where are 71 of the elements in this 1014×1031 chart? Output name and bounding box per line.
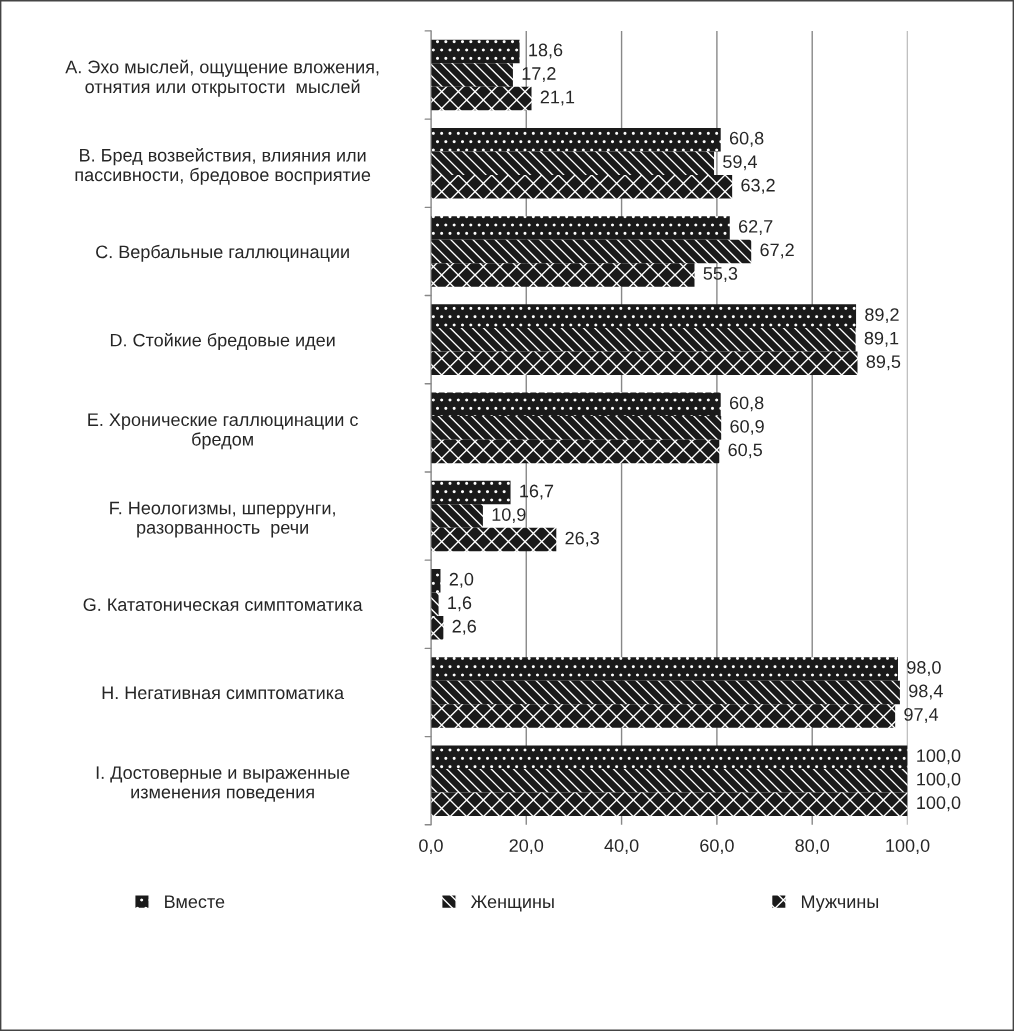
y-tick-label: D. Стойкие бредовые идеи — [110, 332, 335, 351]
data-label: 18,6 — [529, 43, 563, 59]
data-label: 67,2 — [760, 243, 794, 259]
bar — [430, 151, 715, 175]
bar — [430, 263, 695, 287]
x-tick-label: 100,0 — [886, 839, 930, 855]
bar — [430, 704, 896, 728]
data-label: 60,9 — [730, 419, 764, 435]
data-label: 97,4 — [904, 708, 939, 723]
bar — [430, 175, 733, 199]
data-label: 21,1 — [540, 90, 575, 106]
bar — [430, 351, 858, 375]
data-label: 63,2 — [741, 178, 775, 194]
data-label: 16,7 — [520, 484, 554, 500]
data-label: 26,3 — [565, 531, 599, 547]
bar — [430, 127, 721, 152]
bar — [430, 792, 908, 816]
y-tick-label: H. Негативная симптоматика — [102, 686, 345, 700]
data-label: 100,0 — [917, 749, 961, 765]
x-tick-label: 60,0 — [700, 839, 734, 855]
bar — [430, 39, 520, 64]
legend-label: Мужчины — [801, 895, 879, 912]
y-tick-label: G. Кататоническая симптоматика — [83, 598, 363, 611]
bar — [430, 504, 483, 528]
bar — [430, 416, 722, 440]
bar — [430, 392, 721, 417]
x-tick-label: 0,0 — [419, 839, 443, 855]
data-label: 100,0 — [917, 772, 961, 788]
data-label: 62,7 — [739, 219, 773, 235]
y-tick-label: B. Бред возвействия, влияния или пассивности, бредовое восприятие — [75, 148, 371, 185]
bar — [430, 680, 900, 705]
data-label: 89,5 — [866, 355, 901, 371]
data-label: 98,0 — [907, 661, 941, 676]
data-label: 1,6 — [448, 596, 472, 612]
data-label: 2,6 — [452, 619, 476, 635]
y-tick-label: E. Хронические галлюцинации с бредом — [88, 413, 358, 450]
data-label: 100,0 — [917, 796, 961, 812]
data-label: 17,2 — [522, 67, 556, 83]
legend-label: Женщины — [470, 895, 554, 912]
bar — [430, 239, 752, 264]
x-tick-label: 80,0 — [795, 839, 830, 855]
bar — [430, 439, 720, 464]
bar — [430, 63, 513, 87]
data-label: 10,9 — [492, 508, 526, 524]
x-tick-label: 20,0 — [509, 839, 544, 855]
data-label: 60,8 — [729, 396, 764, 412]
data-label: 98,4 — [909, 684, 943, 700]
bar — [430, 657, 898, 681]
y-tick-label: I. Достоверные и выраженные изменения поведения — [96, 766, 350, 802]
data-label: 89,1 — [864, 331, 899, 347]
bar — [430, 745, 908, 769]
y-tick-label: F. Неологизмы, шперрунги, разорванность речи — [110, 501, 335, 538]
bar — [430, 480, 511, 505]
y-tick-label: A. Эхо мыслей, ощущение вложения, отнятия или открытости мыслей — [65, 59, 379, 97]
bar — [430, 527, 557, 552]
data-label: 60,8 — [729, 131, 764, 147]
bar — [430, 327, 856, 352]
bar — [430, 86, 532, 111]
bar — [430, 304, 857, 328]
data-label: 59,4 — [723, 155, 757, 171]
bar — [430, 768, 908, 793]
y-tick-label: C. Вербальные галлюцинации — [96, 244, 349, 262]
legend-label: Вместе — [165, 895, 225, 909]
bar — [430, 616, 444, 640]
bar — [430, 216, 730, 240]
x-tick-label: 40,0 — [604, 839, 639, 855]
data-label: 55,3 — [703, 267, 738, 282]
data-label: 89,2 — [865, 308, 899, 324]
data-label: 2,0 — [449, 572, 474, 588]
data-label: 60,5 — [728, 443, 762, 459]
bar — [430, 592, 439, 617]
